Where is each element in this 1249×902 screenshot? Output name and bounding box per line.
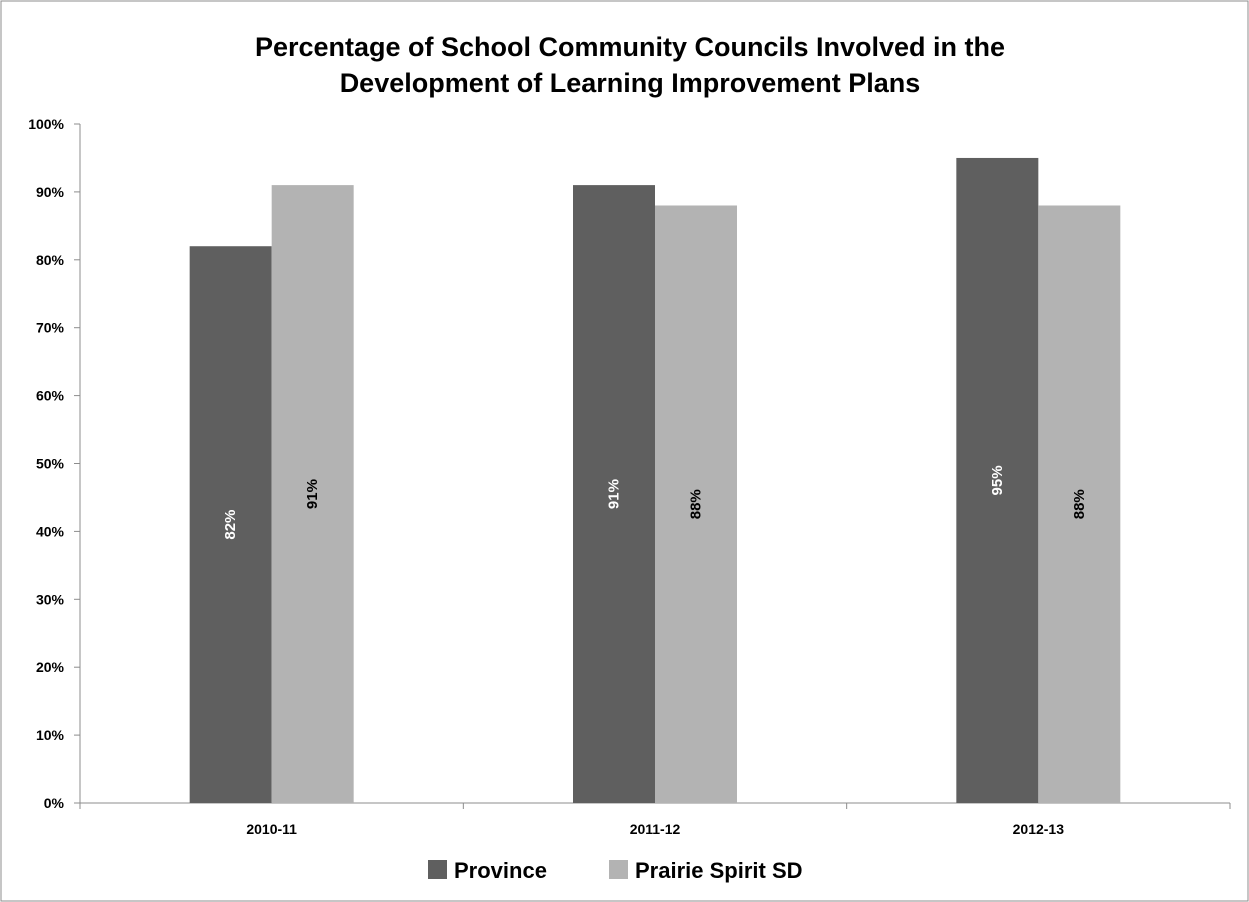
legend-swatch [428, 860, 447, 879]
y-tick-label: 80% [36, 252, 65, 268]
bar [956, 157, 1039, 803]
x-category-label: 2012-13 [1013, 821, 1065, 837]
legend-label: Province [454, 858, 547, 883]
y-tick-label: 0% [44, 795, 65, 811]
bar [1038, 205, 1121, 804]
y-tick-label: 70% [36, 320, 65, 336]
chart-title-line-2: Development of Learning Improvement Plan… [340, 68, 921, 98]
x-category-label: 2011-12 [630, 821, 681, 837]
y-tick-label: 100% [28, 116, 64, 132]
y-tick-label: 50% [36, 456, 65, 472]
data-label: 88% [1071, 489, 1088, 519]
data-label: 91% [304, 479, 321, 509]
legend-swatch [609, 860, 628, 879]
legend-label: Prairie Spirit SD [635, 858, 803, 883]
y-tick-label: 90% [36, 184, 65, 200]
bar [271, 185, 354, 804]
bar [655, 205, 737, 804]
y-tick-label: 40% [36, 523, 65, 539]
data-label: 88% [688, 489, 705, 519]
data-label: 82% [222, 510, 239, 540]
chart-title-line-1: Percentage of School Community Councils … [255, 32, 1005, 62]
legend: Province Prairie Spirit SD [428, 858, 803, 883]
bar [189, 246, 272, 804]
y-tick-label: 60% [36, 388, 65, 404]
data-label: 95% [989, 465, 1006, 495]
y-tick-label: 20% [36, 659, 65, 675]
y-tick-label: 10% [36, 727, 65, 743]
plot-area: 0% 10% 20% 30% 40% 50% 60% 70% 80% 90% 100% 82% 91% 2… [28, 116, 1231, 837]
x-category-label: 2010-11 [246, 821, 297, 837]
data-label: 91% [606, 479, 623, 509]
y-tick-label: 30% [36, 591, 65, 607]
bar [573, 185, 655, 804]
